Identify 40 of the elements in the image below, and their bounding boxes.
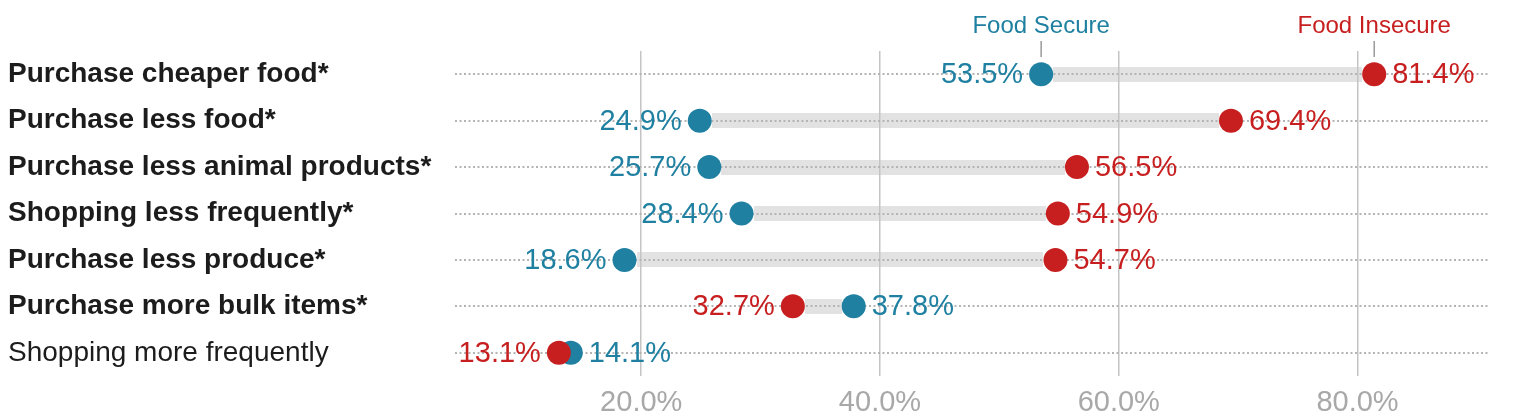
data-label: 25.7%: [609, 150, 692, 183]
point: [1043, 247, 1068, 272]
point: [546, 340, 571, 365]
point: [841, 294, 866, 319]
y-tick-label: Shopping less frequently*: [8, 196, 354, 228]
y-tick-label: Purchase cheaper food*: [8, 56, 329, 88]
point: [1218, 108, 1243, 133]
data-label: 37.8%: [871, 289, 954, 322]
x-tick-label: 80.0%: [1316, 385, 1399, 415]
data-label: 13.1%: [458, 335, 541, 368]
y-tick-label: Purchase less food*: [8, 103, 276, 135]
data-label: 54.7%: [1073, 242, 1156, 275]
x-tick-label: 40.0%: [838, 385, 922, 415]
point: [697, 155, 722, 180]
point: [687, 108, 712, 133]
data-label: 24.9%: [599, 103, 682, 136]
data-label: 54.9%: [1075, 196, 1159, 229]
point: [1362, 62, 1387, 87]
point: [1064, 155, 1089, 180]
data-label: 53.5%: [940, 57, 1024, 90]
point: [612, 247, 637, 272]
y-tick-label: Purchase less animal products*: [8, 149, 432, 181]
point: [780, 294, 805, 319]
y-tick-label: Shopping more frequently: [8, 335, 329, 367]
y-tick-label: Purchase more bulk items*: [8, 289, 368, 321]
y-tick-label: Purchase less produce*: [8, 242, 326, 274]
data-label: 14.1%: [588, 335, 672, 368]
data-label: 18.6%: [524, 242, 607, 275]
point: [1029, 62, 1054, 87]
point: [1045, 201, 1070, 226]
point: [729, 201, 754, 226]
x-tick-label: 20.0%: [600, 385, 683, 415]
x-tick-label: 60.0%: [1077, 385, 1160, 415]
data-label: 28.4%: [641, 196, 724, 229]
data-label: 32.7%: [692, 289, 775, 322]
series-label: Food Secure: [972, 11, 1110, 38]
data-label: 81.4%: [1392, 57, 1475, 90]
data-label: 56.5%: [1094, 150, 1178, 183]
data-label: 69.4%: [1248, 103, 1332, 136]
series-label: Food Insecure: [1297, 11, 1451, 38]
